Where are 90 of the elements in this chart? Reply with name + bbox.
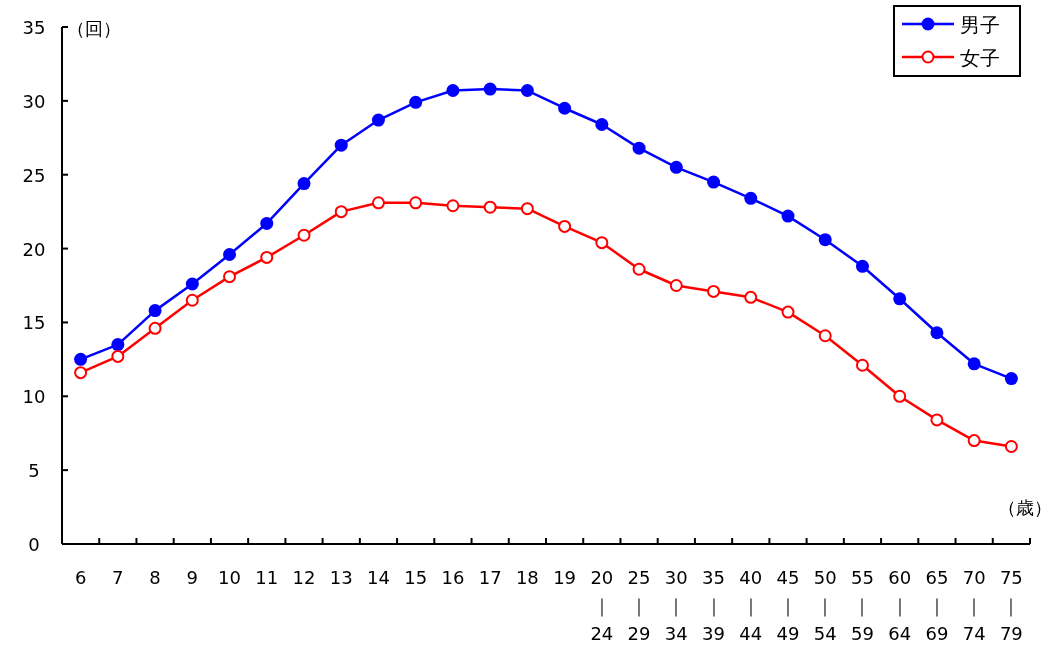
x-tick-label: 70 ｜ 74 (962, 567, 986, 644)
point (669, 279, 683, 292)
point (148, 321, 162, 335)
x-tick-label: 35 ｜ 39 (702, 567, 725, 644)
point (74, 352, 88, 366)
point (185, 293, 199, 307)
x-tick-label: 50 ｜ 54 (813, 567, 837, 644)
point (334, 138, 348, 152)
point (595, 236, 609, 250)
point (893, 292, 907, 306)
x-tick-label: 10 (218, 567, 241, 588)
point (558, 101, 572, 115)
point (1004, 372, 1018, 386)
point (818, 329, 832, 343)
point (855, 259, 869, 273)
legend-label: 男子 (960, 13, 1000, 37)
point (260, 250, 274, 264)
x-tick-label: 12 (292, 567, 316, 588)
x-tick-label: 11 (255, 567, 279, 588)
point (707, 284, 721, 298)
x-axis-title: （歳） (998, 497, 1052, 518)
point (967, 357, 981, 371)
x-tick-label: 40 ｜ 44 (739, 567, 763, 644)
point (111, 349, 125, 363)
y-tick-label: 25 (22, 164, 46, 186)
x-tick-label: 20 ｜ 24 (590, 567, 614, 644)
y-tick-label: 20 (22, 238, 46, 260)
point (371, 113, 385, 127)
y-tick-label: 5 (28, 460, 40, 482)
point (855, 358, 869, 372)
point (893, 389, 907, 403)
x-tick-label: 17 (478, 567, 502, 588)
point (409, 95, 423, 109)
legend-label: 女子 (960, 46, 1000, 70)
point (223, 270, 237, 284)
x-tick-label: 30 ｜ 34 (664, 567, 688, 644)
point (1004, 440, 1018, 454)
point (632, 141, 646, 155)
y-tick-label: 10 (22, 386, 46, 408)
point (520, 84, 534, 98)
x-tick-label: 16 (441, 567, 465, 588)
y-tick-label: 0 (28, 534, 40, 555)
x-tick-label: 25 ｜ 29 (627, 567, 651, 644)
point (409, 196, 423, 210)
point (74, 366, 88, 380)
point (483, 200, 497, 214)
x-tick-label: 55 ｜ 59 (851, 567, 874, 644)
point (744, 290, 758, 304)
point (781, 209, 795, 223)
x-tick-label: 9 (186, 567, 199, 588)
x-tick-label: 13 (329, 567, 353, 588)
point (111, 338, 125, 352)
point (744, 191, 758, 205)
y-tick-label: 30 (22, 90, 46, 112)
x-tick-label: 7 (112, 567, 124, 588)
y-axis-title: （回） (67, 18, 121, 39)
point (371, 196, 385, 210)
y-tick-label: 15 (22, 312, 46, 334)
point (930, 326, 944, 340)
point (520, 202, 534, 216)
x-tick-label: 45 ｜ 49 (776, 567, 800, 644)
point (595, 117, 609, 131)
point (148, 304, 162, 318)
x-tick-label: 65 ｜ 69 (925, 567, 949, 644)
x-tick-label: 6 (74, 567, 87, 588)
point (930, 413, 944, 427)
point (260, 216, 274, 230)
x-tick-label: 19 (553, 567, 577, 588)
point (223, 247, 237, 261)
point (334, 205, 348, 219)
x-tick-label: 18 (515, 567, 539, 588)
point (558, 219, 572, 233)
x-tick-label: 14 (367, 567, 390, 588)
x-tick-label: 8 (149, 567, 161, 588)
point (781, 305, 795, 319)
point (632, 262, 646, 276)
point (818, 233, 832, 247)
point (967, 434, 981, 448)
point (483, 82, 497, 96)
x-tick-label: 15 (404, 567, 428, 588)
point (669, 160, 683, 174)
point (185, 277, 199, 291)
point (446, 199, 460, 213)
point (707, 175, 721, 189)
x-tick-label: 60 ｜ 64 (888, 567, 912, 644)
point (297, 177, 311, 191)
x-tick-label: 75 ｜ 79 (999, 567, 1023, 644)
y-tick-label: 35 (22, 17, 46, 38)
point (297, 228, 311, 242)
point (446, 84, 460, 98)
